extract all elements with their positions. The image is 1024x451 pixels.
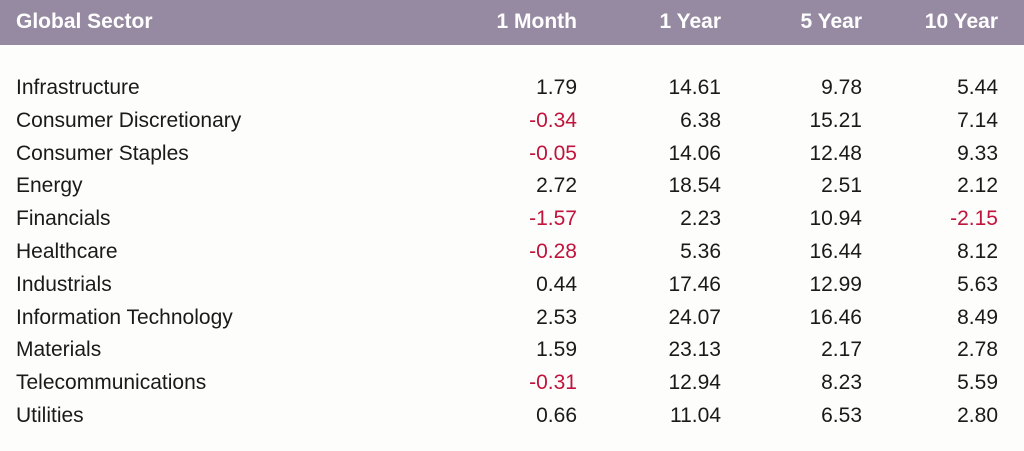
- cell-1-year: 18.54: [668, 174, 721, 198]
- cell-1-year: 14.61: [668, 76, 721, 99]
- cell-10-year: -2.15: [950, 207, 998, 231]
- cell-10-year: 2.12: [957, 174, 998, 198]
- cell-10-year: 2.80: [957, 404, 998, 427]
- header-global-sector: Global Sector: [16, 10, 153, 33]
- cell-5-year: 16.44: [809, 240, 862, 263]
- cell-1-month: 2.72: [536, 174, 577, 198]
- cell-1-year: 23.13: [668, 338, 721, 362]
- cell-10-year: 5.44: [957, 76, 998, 99]
- cell-1-year: 2.23: [680, 207, 721, 231]
- cell-10-year: 5.59: [957, 371, 998, 395]
- cell-5-year: 8.23: [821, 371, 862, 395]
- cell-1-year: 17.46: [668, 272, 721, 296]
- table-row: Consumer Discretionary -0.34 6.38 15.21 7.14: [0, 105, 1024, 137]
- cell-sector: Consumer Staples: [16, 141, 189, 165]
- header-5-year: 5 Year: [800, 10, 862, 33]
- cell-5-year: 2.17: [821, 338, 862, 362]
- cell-sector: Consumer Discretionary: [16, 108, 242, 132]
- table-row: Consumer Staples -0.05 14.06 12.48 9.33: [0, 138, 1024, 170]
- cell-sector: Telecommunications: [16, 371, 207, 395]
- cell-sector: Energy: [16, 174, 83, 198]
- table-row: Healthcare -0.28 5.36 16.44 8.12: [0, 236, 1024, 268]
- cell-1-month: 0.44: [536, 272, 577, 296]
- table-row: Materials 1.59 23.13 2.17 2.78: [0, 334, 1024, 366]
- cell-1-month: 2.53: [536, 305, 577, 329]
- cell-10-year: 9.33: [957, 141, 998, 165]
- header-10-year: 10 Year: [924, 10, 998, 33]
- cell-sector: Utilities: [16, 404, 84, 427]
- cell-sector: Healthcare: [16, 240, 118, 263]
- cell-1-year: 24.07: [668, 305, 721, 329]
- cell-sector: Industrials: [16, 272, 112, 296]
- cell-1-year: 12.94: [668, 371, 721, 395]
- cell-5-year: 6.53: [821, 404, 862, 427]
- table-header: Global Sector 1 Month 1 Year 5 Year 10 Y…: [0, 0, 1024, 45]
- cell-5-year: 12.48: [809, 141, 862, 165]
- header-1-month: 1 Month: [496, 10, 577, 33]
- cell-1-month: -0.05: [529, 141, 577, 165]
- cell-10-year: 8.49: [957, 305, 998, 329]
- cell-sector: Infrastructure: [16, 76, 140, 99]
- cell-10-year: 5.63: [957, 272, 998, 296]
- cell-1-year: 6.38: [680, 108, 721, 132]
- cell-sector: Materials: [16, 338, 102, 362]
- cell-5-year: 2.51: [821, 174, 862, 198]
- cell-1-month: -0.31: [529, 371, 577, 395]
- cell-1-month: -1.57: [529, 207, 577, 231]
- cell-1-year: 11.04: [670, 404, 721, 427]
- cell-1-year: 14.06: [668, 141, 721, 165]
- cell-sector: Financials: [16, 207, 111, 231]
- table-row: Infrastructure 1.79 14.61 9.78 5.44: [0, 72, 1024, 104]
- cell-5-year: 9.78: [821, 76, 862, 99]
- table-row: Financials -1.57 2.23 10.94 -2.15: [0, 203, 1024, 235]
- cell-5-year: 12.99: [809, 272, 862, 296]
- header-1-year: 1 Year: [659, 10, 721, 33]
- table-row: Utilities 0.66 11.04 6.53 2.80: [0, 400, 1024, 432]
- table-row: Telecommunications -0.31 12.94 8.23 5.59: [0, 367, 1024, 399]
- cell-1-month: 0.66: [536, 404, 577, 427]
- table-row: Industrials 0.44 17.46 12.99 5.63: [0, 269, 1024, 301]
- cell-1-month: 1.79: [536, 76, 577, 99]
- cell-10-year: 8.12: [957, 240, 998, 263]
- cell-10-year: 7.14: [957, 108, 998, 132]
- cell-1-month: 1.59: [536, 338, 577, 362]
- cell-10-year: 2.78: [957, 338, 998, 362]
- cell-sector: Information Technology: [16, 305, 233, 329]
- cell-5-year: 10.94: [809, 207, 862, 231]
- table-row: Energy 2.72 18.54 2.51 2.12: [0, 170, 1024, 202]
- cell-1-month: -0.34: [529, 108, 577, 132]
- cell-1-year: 5.36: [680, 240, 721, 263]
- cell-5-year: 15.21: [809, 108, 862, 132]
- cell-5-year: 16.46: [809, 305, 862, 329]
- table-row: Information Technology 2.53 24.07 16.46 8.49: [0, 302, 1024, 334]
- cell-1-month: -0.28: [529, 240, 577, 263]
